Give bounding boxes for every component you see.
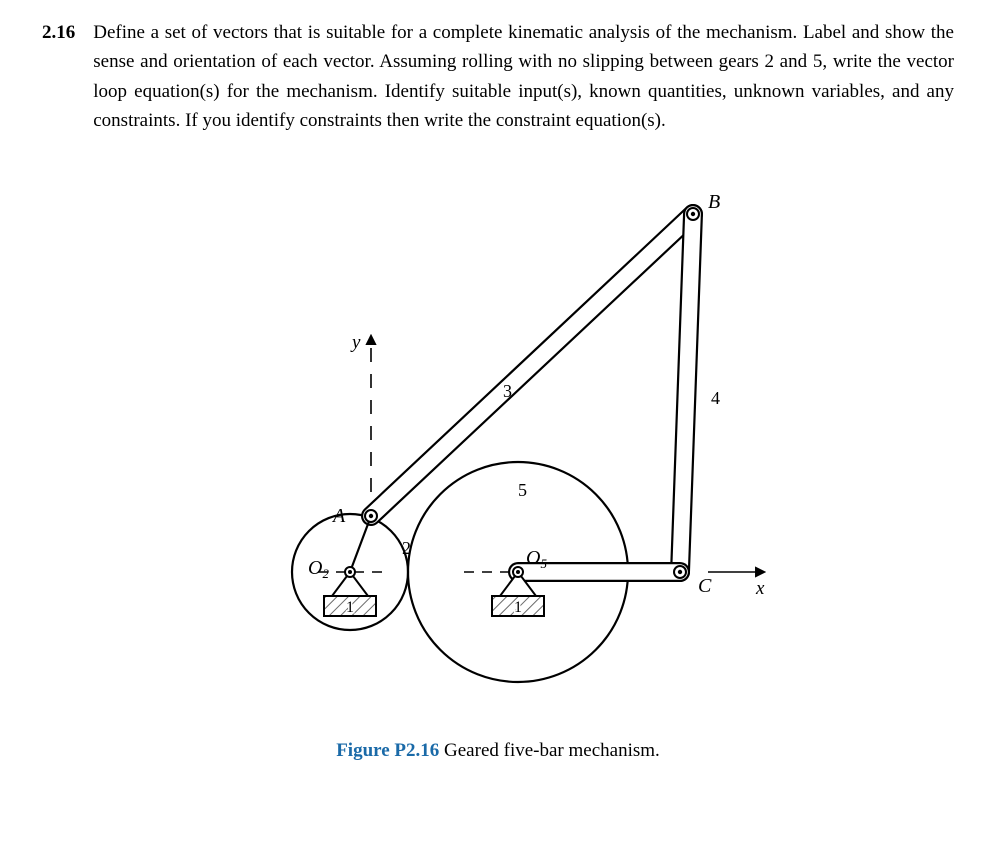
label-ground-1b: 1 [514, 599, 522, 616]
problem-block: 2.16 Define a set of vectors that is sui… [42, 18, 954, 136]
label-B: B [708, 191, 720, 213]
link-3 [371, 214, 693, 516]
label-O2: O2 [308, 557, 329, 581]
label-C: C [698, 575, 712, 597]
mechanism-diagram: A B C O2 O5 1 1 1 1 2 3 4 5 y x [168, 154, 828, 724]
label-link-3: 3 [503, 381, 512, 401]
figure-caption-lead: Figure P2.16 [336, 740, 439, 761]
label-link-4: 4 [711, 388, 720, 408]
link-4 [680, 214, 693, 572]
problem-text: Define a set of vectors that is suitable… [93, 18, 954, 136]
label-A: A [331, 505, 346, 527]
figure-caption-rest: Geared five-bar mechanism. [439, 740, 660, 761]
figure-caption: Figure P2.16 Geared five-bar mechanism. [336, 740, 660, 762]
label-x-axis: x [755, 578, 765, 599]
label-link-5: 5 [518, 480, 527, 500]
label-O5: O5 [526, 547, 547, 571]
figure-container: A B C O2 O5 1 1 1 1 2 3 4 5 y x [42, 154, 954, 762]
problem-number: 2.16 [42, 18, 75, 47]
link-2-arm [350, 516, 371, 572]
label-ground-1a: 1 [346, 599, 354, 616]
page-root: 2.16 Define a set of vectors that is sui… [0, 0, 996, 782]
label-y-axis: y [350, 332, 361, 353]
label-link-2: 2 [402, 538, 411, 558]
